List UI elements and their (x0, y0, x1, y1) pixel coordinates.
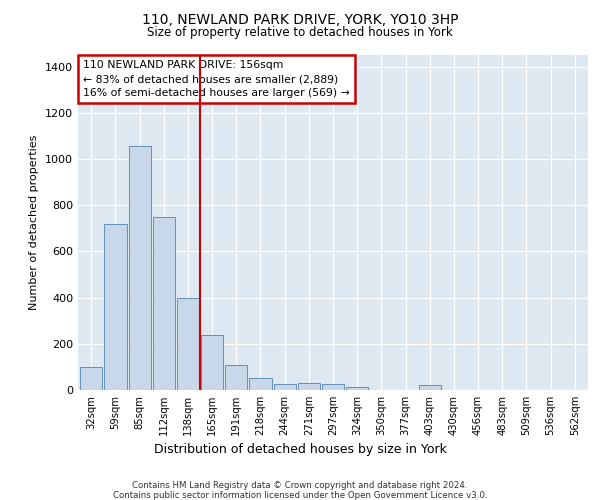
Text: Contains public sector information licensed under the Open Government Licence v3: Contains public sector information licen… (113, 491, 487, 500)
Bar (274, 384, 296, 390)
Bar (419, 386, 441, 390)
Text: Size of property relative to detached houses in York: Size of property relative to detached ho… (147, 26, 453, 39)
Bar (177, 298, 199, 390)
Text: 110, NEWLAND PARK DRIVE, YORK, YO10 3HP: 110, NEWLAND PARK DRIVE, YORK, YO10 3HP (142, 12, 458, 26)
Bar (201, 334, 223, 390)
Bar (322, 384, 344, 390)
Bar (128, 146, 151, 390)
Bar (152, 216, 175, 390)
Text: Distribution of detached houses by size in York: Distribution of detached houses by size … (154, 442, 446, 456)
Bar (104, 224, 127, 390)
Bar (250, 378, 272, 390)
Bar (225, 364, 247, 390)
Bar (346, 386, 368, 390)
Text: 110 NEWLAND PARK DRIVE: 156sqm
← 83% of detached houses are smaller (2,889)
16% : 110 NEWLAND PARK DRIVE: 156sqm ← 83% of … (83, 60, 350, 98)
Bar (80, 367, 103, 390)
Y-axis label: Number of detached properties: Number of detached properties (29, 135, 40, 310)
Text: Contains HM Land Registry data © Crown copyright and database right 2024.: Contains HM Land Registry data © Crown c… (132, 481, 468, 490)
Bar (298, 383, 320, 390)
